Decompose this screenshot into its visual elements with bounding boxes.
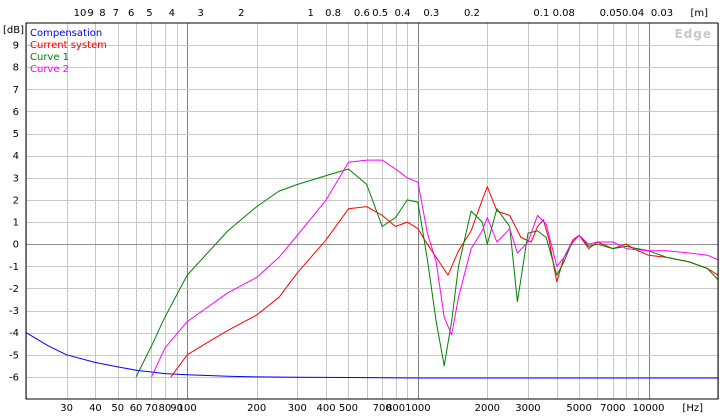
x-tick-label: 200 [247, 403, 266, 414]
top-tick-label: 3 [197, 8, 203, 19]
x-axis-unit: [Hz] [682, 403, 703, 414]
y-tick-label: 2 [13, 195, 19, 206]
x-tick-label: 7000 [600, 403, 625, 414]
top-tick-label: 2 [238, 8, 244, 19]
top-tick-label: 0.8 [325, 8, 341, 19]
top-tick-label: 0.04 [622, 8, 644, 19]
x-tick-label: 3000 [515, 403, 540, 414]
x-axis-labels: 30 40 50 60 70 80 100 200 300 400 500 800 1000 2000 30… [60, 403, 664, 414]
y-tick-label: 9 [13, 41, 19, 52]
x-tick-label: 100 [178, 403, 197, 414]
top-tick-label: 0.5 [372, 8, 388, 19]
series-line [151, 159, 719, 378]
series-line [135, 168, 719, 378]
x-tick-label: 10000 [633, 403, 665, 414]
x-tick-label: 5000 [566, 403, 591, 414]
top-tick-label: 0.3 [423, 8, 439, 19]
top-tick-label: 0.2 [464, 8, 480, 19]
y-tick-label: 3 [13, 173, 19, 184]
y-tick-label: -6 [9, 372, 19, 383]
x-tick-label: 50 [111, 403, 124, 414]
x-tick-label: 80 [159, 403, 172, 414]
series-layer [25, 159, 719, 379]
watermark: Edge [674, 27, 712, 41]
top-axis-labels: 10 9 8 7 6 5 4 3 2 1 0.8 0.6 0.5 0.4 0.3 0.2 0.1 0.08 0.05… [74, 8, 673, 19]
y-axis-labels: 9 8 7 6 5 4 3 2 1 0 -1 -2 -3 -4 -5 -6 [9, 41, 19, 384]
top-tick-label: 0.05 [600, 8, 622, 19]
top-tick-label: 0.4 [395, 8, 411, 19]
legend-entry: Curve 1 [30, 52, 69, 63]
top-tick-label: 5 [146, 8, 152, 19]
y-tick-label: 6 [13, 107, 19, 118]
y-tick-label: 7 [13, 85, 19, 96]
y-tick-label: 8 [13, 63, 19, 74]
top-tick-label: 8 [99, 8, 105, 19]
legend-entry: Compensation [30, 28, 102, 39]
x-tick-label: 90 [170, 403, 183, 414]
y-tick-label: -1 [9, 262, 19, 273]
y-tick-label: 4 [13, 151, 19, 162]
top-axis-unit: [m] [690, 8, 708, 19]
top-tick-label: 4 [169, 8, 175, 19]
x-tick-label: 800 [386, 403, 405, 414]
series-line [25, 332, 718, 379]
top-tick-label: 0.08 [553, 8, 575, 19]
x-tick-label: 300 [288, 403, 307, 414]
top-tick-label: 0.6 [354, 8, 370, 19]
legend-entry: Current system [30, 40, 107, 51]
y-tick-label: 5 [13, 129, 19, 140]
y-tick-label: -4 [9, 328, 19, 339]
x-tick-label: 400 [317, 403, 336, 414]
top-tick-label: 0.03 [651, 8, 673, 19]
top-tick-label: 0.1 [533, 8, 549, 19]
x-tick-label: 2000 [475, 403, 500, 414]
y-tick-label: 1 [13, 218, 19, 229]
y-tick-label: -5 [9, 350, 19, 361]
y-tick-label: -3 [9, 306, 19, 317]
top-tick-label: 6 [128, 8, 134, 19]
x-tick-label: 70 [145, 403, 158, 414]
x-tick-label: 500 [339, 403, 358, 414]
top-tick-label: 9 [87, 8, 93, 19]
top-tick-label: 1 [308, 8, 314, 19]
x-tick-label: 700 [373, 403, 392, 414]
y-axis-unit: [dB] [3, 25, 24, 36]
x-tick-label: 40 [89, 403, 102, 414]
x-tick-label: 30 [60, 403, 73, 414]
y-tick-label: -2 [9, 284, 19, 295]
top-tick-label: 7 [113, 8, 119, 19]
legend-entry: Curve 2 [30, 64, 69, 75]
y-tick-label: 0 [13, 240, 19, 251]
plot-frame [25, 22, 719, 400]
top-tick-label: 10 [74, 8, 87, 19]
x-tick-label: 1000 [405, 403, 430, 414]
x-tick-label: 60 [130, 403, 143, 414]
